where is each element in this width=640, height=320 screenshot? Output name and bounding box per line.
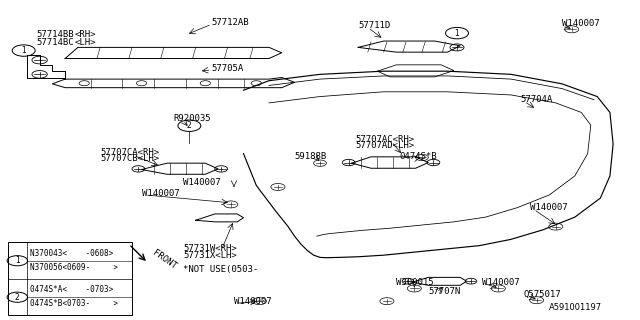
Text: FRONT: FRONT [151, 249, 179, 271]
Text: 1: 1 [15, 256, 20, 265]
Text: 57707N: 57707N [428, 287, 461, 296]
Text: 57707AC<RH>: 57707AC<RH> [355, 135, 414, 144]
Text: 57711D: 57711D [358, 21, 390, 30]
Text: <LH>: <LH> [75, 38, 96, 47]
Text: 2: 2 [15, 293, 20, 302]
Text: 1: 1 [454, 28, 460, 38]
Text: 2: 2 [187, 121, 192, 130]
Text: 57707AD<LH>: 57707AD<LH> [355, 141, 414, 150]
Text: W300015: W300015 [396, 278, 434, 287]
Text: 0474S*A<    -0703>: 0474S*A< -0703> [30, 285, 113, 294]
Text: 57707CA<RH>: 57707CA<RH> [100, 148, 159, 156]
Text: 0474S*B: 0474S*B [399, 152, 437, 161]
Text: 0474S*B<0703-     >: 0474S*B<0703- > [30, 299, 118, 308]
Text: 59188B: 59188B [294, 152, 327, 161]
Text: W140007: W140007 [141, 189, 179, 198]
Text: W140007: W140007 [234, 297, 271, 306]
Text: 57712AB: 57712AB [212, 18, 250, 27]
Text: 57714BC: 57714BC [36, 38, 74, 47]
Text: <RH>: <RH> [75, 30, 96, 39]
Text: 57714BB: 57714BB [36, 30, 74, 39]
Text: A591001197: A591001197 [549, 303, 602, 312]
Text: W140007: W140007 [483, 278, 520, 287]
Text: W140007: W140007 [531, 203, 568, 212]
Text: R920035: R920035 [173, 114, 211, 123]
Text: W140007: W140007 [183, 178, 221, 187]
Text: 57731W<RH>: 57731W<RH> [183, 244, 237, 253]
Text: 57705A: 57705A [212, 63, 244, 73]
Text: N370043<    -0608>: N370043< -0608> [30, 249, 113, 258]
Text: 57704A: 57704A [521, 95, 553, 104]
Text: Q575017: Q575017 [524, 290, 561, 299]
Bar [8, 243, 132, 316]
Text: 57731X<LH>: 57731X<LH> [183, 251, 237, 260]
Text: *NOT USE(0503-: *NOT USE(0503- [183, 265, 259, 274]
Text: 1: 1 [21, 46, 26, 55]
Text: 57707CB<LH>: 57707CB<LH> [100, 154, 159, 163]
Text: W140007: W140007 [562, 19, 600, 28]
Text: N370056<0609-     >: N370056<0609- > [30, 263, 118, 272]
